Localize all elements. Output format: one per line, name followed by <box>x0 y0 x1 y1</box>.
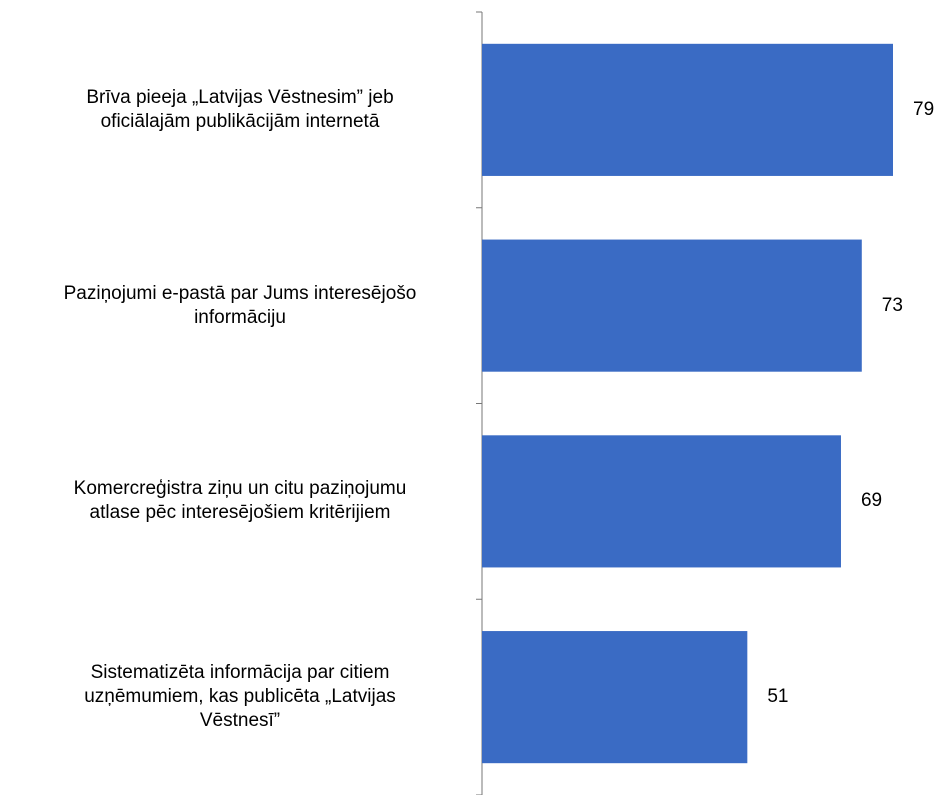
category-label: Komercreģistra ziņu un citu paziņojumu a… <box>73 478 407 524</box>
category-label: Sistematizēta informācija par citiem uzņ… <box>84 662 396 732</box>
value-label: 73 <box>881 294 903 316</box>
category-label: Brīva pieeja „Latvijas Vēstnesim” jeb of… <box>86 86 394 132</box>
category-label: Paziņojumi e-pastā par Jums interesējošo… <box>63 282 417 328</box>
value-label: 51 <box>767 686 789 708</box>
bar <box>482 239 862 372</box>
bar <box>482 43 893 176</box>
bar <box>482 435 841 568</box>
bar <box>482 631 748 764</box>
value-label: 69 <box>860 490 883 512</box>
value-label: 79 <box>913 98 935 120</box>
